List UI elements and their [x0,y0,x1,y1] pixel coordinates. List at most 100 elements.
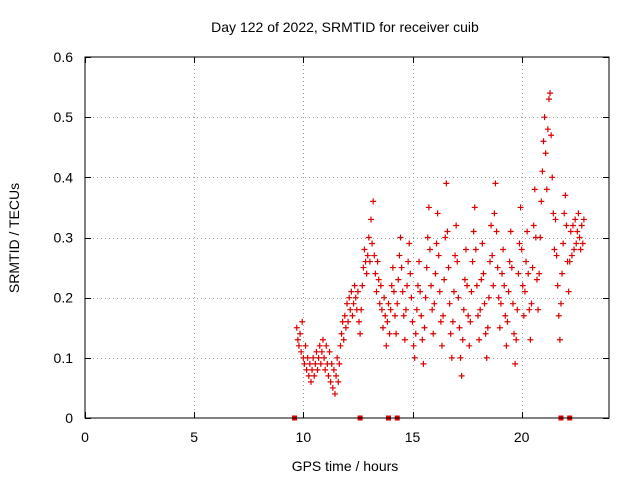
data-point [469,258,476,265]
grid-lines [85,57,609,418]
data-point [358,306,365,313]
data-point [334,354,341,361]
data-point [303,366,310,373]
data-point [497,300,504,307]
data-point [544,126,551,133]
data-point [338,330,345,337]
data-point [530,222,537,229]
x-tick-label: 10 [296,429,312,445]
data-point [433,240,440,247]
data-point [304,354,311,361]
data-point [345,318,352,325]
data-point [468,288,475,295]
data-point [523,258,530,265]
data-point [366,258,373,265]
data-point [373,288,380,295]
data-point [533,276,540,283]
data-point [431,300,438,307]
data-point [413,306,420,313]
data-point [407,270,414,277]
data-point [499,270,506,277]
data-point [437,318,444,325]
data-point [573,240,580,247]
data-point [430,330,437,337]
data-point [426,246,433,253]
data-point [511,330,518,337]
data-point [400,312,407,319]
data-point [479,240,486,247]
data-point [297,330,304,337]
data-point [449,318,456,325]
data-point [394,300,401,307]
data-point [517,204,524,211]
data-point [529,264,536,271]
data-point [519,282,526,289]
data-point [453,222,460,229]
data-point [380,324,387,331]
data-point [507,228,514,235]
data-point [344,300,350,307]
y-tick-label: 0.4 [54,169,74,185]
data-point [435,252,442,259]
data-point [397,234,404,241]
data-point [399,288,406,295]
data-point [371,252,378,259]
data-point [402,306,409,313]
data-point [410,342,417,349]
data-point [459,336,466,343]
data-point [548,132,555,139]
data-point [537,234,544,241]
data-point [319,336,326,343]
y-tick-label: 0 [65,410,73,426]
data-point [475,312,481,319]
data-point [524,228,531,235]
data-point [445,264,452,271]
data-point [416,258,423,265]
data-point [555,312,562,319]
data-point [424,234,431,241]
data-point [540,138,547,145]
data-point [309,366,316,373]
data-point [552,216,559,223]
y-tick-label: 0.5 [54,109,74,125]
data-point [310,354,317,361]
scatter-series [293,90,587,397]
data-point [422,294,429,301]
data-point [390,288,397,295]
data-point [518,246,525,253]
data-point [460,306,467,313]
data-point [305,372,312,379]
y-tick-label: 0.1 [54,350,74,366]
data-point [313,348,320,355]
data-point [531,186,538,193]
data-point [505,288,512,295]
data-point [575,210,582,217]
data-point [387,306,394,313]
data-point [450,288,457,295]
data-point [466,342,473,349]
data-point [488,222,495,229]
data-point [360,264,367,271]
data-point [342,324,349,331]
data-point [458,372,465,379]
data-point [577,246,584,253]
data-point [457,354,464,361]
data-point [384,318,391,325]
data-point [331,390,338,397]
data-point [421,324,428,331]
data-point [444,228,451,235]
data-point [503,342,510,349]
data-point [434,210,441,217]
data-point [361,246,368,253]
data-point [508,264,515,271]
data-point [484,324,491,331]
data-point [311,372,318,379]
data-point [428,282,435,289]
data-point [398,264,405,271]
data-point [365,234,372,241]
data-point [513,336,520,343]
data-point [539,168,546,175]
data-point [381,294,388,301]
data-point [447,330,454,337]
data-point [527,336,534,343]
